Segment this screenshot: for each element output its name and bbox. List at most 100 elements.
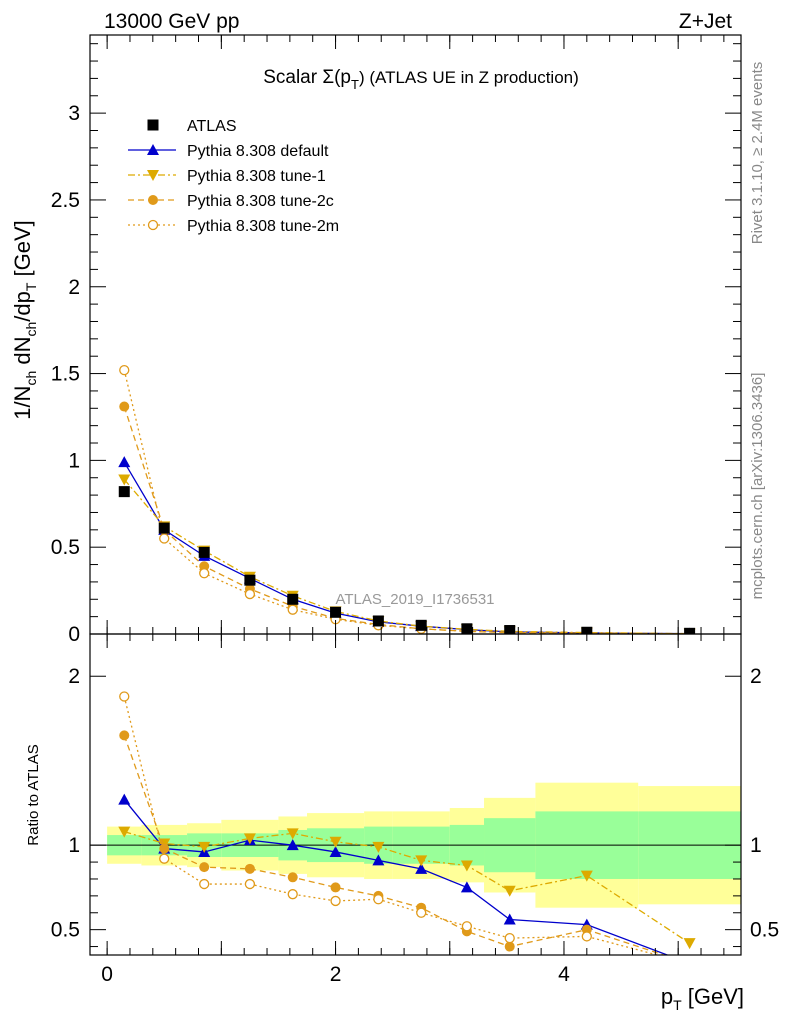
- reference-point: [504, 625, 516, 634]
- chart-title: Scalar Σ(pT) (ATLAS UE in Z production): [263, 67, 579, 92]
- x-tick-label: 0: [101, 963, 113, 986]
- ratio-3-point: [119, 691, 130, 702]
- ratio-0-point: [415, 862, 428, 874]
- series-3-point: [199, 568, 210, 579]
- reference-point: [330, 606, 342, 618]
- ratio-3-point: [330, 895, 341, 907]
- y-tick-label: 3: [68, 102, 80, 125]
- ratio-panel-series: [118, 691, 696, 968]
- ratio-line-2: [123, 735, 666, 955]
- x-tick-label: 2: [330, 963, 342, 986]
- ratio-line-0: [123, 799, 670, 955]
- legend-label: Pythia 8.308 default: [187, 143, 329, 160]
- ratio-0-point: [329, 845, 342, 857]
- ratio-2-point: [159, 843, 170, 854]
- series-line-2: [123, 406, 690, 634]
- x-tick-label: 4: [558, 963, 570, 986]
- ratio-3-point: [685, 959, 694, 968]
- header-process-label: Z+Jet: [679, 10, 732, 33]
- ratio-1-point: [329, 836, 342, 848]
- ratio-1-point: [372, 841, 385, 853]
- ratio-y-tick-label: 1: [68, 834, 80, 857]
- ratio-y-tick-label-right: 1: [750, 834, 762, 857]
- axes: 0 2 4 0 0.5 1 1.5 2 2.5 3 0.5 0.5 1 1 2 2: [51, 34, 779, 986]
- ratio-3-point: [461, 921, 473, 932]
- title-end: ) (ATLAS UE in Z production): [359, 68, 579, 87]
- header-beam-label: 13000 GeV pp: [104, 10, 239, 33]
- ratio-2-point: [119, 730, 130, 741]
- ratio-1-point: [286, 828, 299, 840]
- ratio-3-point: [199, 878, 210, 890]
- ratio-1-point: [503, 885, 516, 897]
- series-3-point: [159, 533, 170, 544]
- y-label-sub2: ch: [23, 322, 39, 337]
- series-3-point: [287, 604, 298, 615]
- legend-marker: [147, 144, 159, 155]
- legend-label: ATLAS: [187, 118, 237, 135]
- x-label-sub: T: [673, 997, 682, 1013]
- reference-point: [684, 627, 696, 634]
- ratio-3-point: [504, 932, 515, 944]
- ratio-frame: [89, 633, 742, 956]
- legend-marker: [147, 170, 159, 181]
- legend-marker: [148, 195, 158, 205]
- y-label-sub3: T: [23, 282, 39, 291]
- ratio-3-point: [244, 878, 256, 890]
- series-3-point: [244, 588, 256, 600]
- legend-label: Pythia 8.308 tune-2c: [187, 193, 334, 210]
- legend-label: Pythia 8.308 tune-2m: [187, 218, 339, 235]
- series-1-point: [118, 474, 131, 486]
- reference-point: [372, 615, 384, 627]
- ratio-1-point: [460, 860, 473, 872]
- y-label-mid: dN: [10, 337, 35, 371]
- x-axis-label: pT [GeV]: [661, 984, 744, 1013]
- ratio-1-point: [683, 938, 696, 950]
- ratio-2-point: [504, 941, 515, 952]
- ratio-3-point: [416, 907, 427, 918]
- ratio-1-point: [198, 841, 211, 853]
- x-label-unit: [GeV]: [682, 984, 744, 1009]
- mcplots-label: mcplots.cern.ch [arXiv:1306.3436]: [749, 373, 766, 600]
- y-tick-label: 2.5: [51, 189, 80, 212]
- ratio-2-point: [244, 863, 255, 874]
- ratio-0-point: [460, 881, 473, 893]
- ratio-3-point: [373, 894, 384, 905]
- y-axis-label: 1/Nch dNch/dpT [GeV]: [10, 220, 39, 420]
- ratio-0-point: [684, 957, 696, 968]
- y-tick-label: 2: [68, 276, 80, 299]
- ratio-1-point: [118, 826, 131, 838]
- reference-point: [415, 619, 427, 631]
- y-label-unit: [GeV]: [10, 220, 35, 282]
- ratio-1-point: [580, 870, 593, 882]
- legend: ATLAS Pythia 8.308 default Pythia 8.308 tu…: [128, 118, 339, 235]
- ratio-3-point: [159, 853, 170, 864]
- reference-point: [118, 486, 130, 498]
- ratio-y-tick-label-right: 2: [750, 665, 762, 688]
- series-line-1: [123, 479, 690, 634]
- analysis-watermark: ATLAS_2019_I1736531: [335, 591, 494, 608]
- y-label-mid2: /dp: [10, 291, 35, 322]
- ratio-2-point: [287, 872, 298, 883]
- series-3-point: [119, 364, 130, 376]
- y-label-part: 1/N: [10, 386, 35, 420]
- legend-label: Pythia 8.308 tune-1: [187, 168, 326, 185]
- x-label-main: p: [661, 984, 673, 1009]
- reference-point: [287, 593, 299, 605]
- title-subscript: T: [351, 77, 359, 92]
- reference-point: [461, 623, 473, 634]
- rivet-version-label: Rivet 3.1.10, ≥ 2.4M events: [749, 62, 766, 245]
- ratio-0-point: [286, 839, 299, 851]
- ratio-2-point: [330, 882, 341, 893]
- main-panel-series: [118, 364, 696, 634]
- ratio-2-point: [685, 958, 695, 968]
- ratio-y-axis-label: Ratio to ATLAS: [25, 744, 42, 845]
- ratio-y-tick-label: 0.5: [51, 919, 80, 942]
- ratio-0-point: [372, 854, 385, 866]
- ratio-0-point: [118, 793, 131, 805]
- y-tick-label: 0.5: [51, 536, 80, 559]
- ratio-line-1: [124, 831, 690, 944]
- ratio-y-tick-label: 2: [68, 665, 80, 688]
- y-tick-label: 0: [68, 623, 80, 646]
- ratio-3-point: [287, 889, 298, 900]
